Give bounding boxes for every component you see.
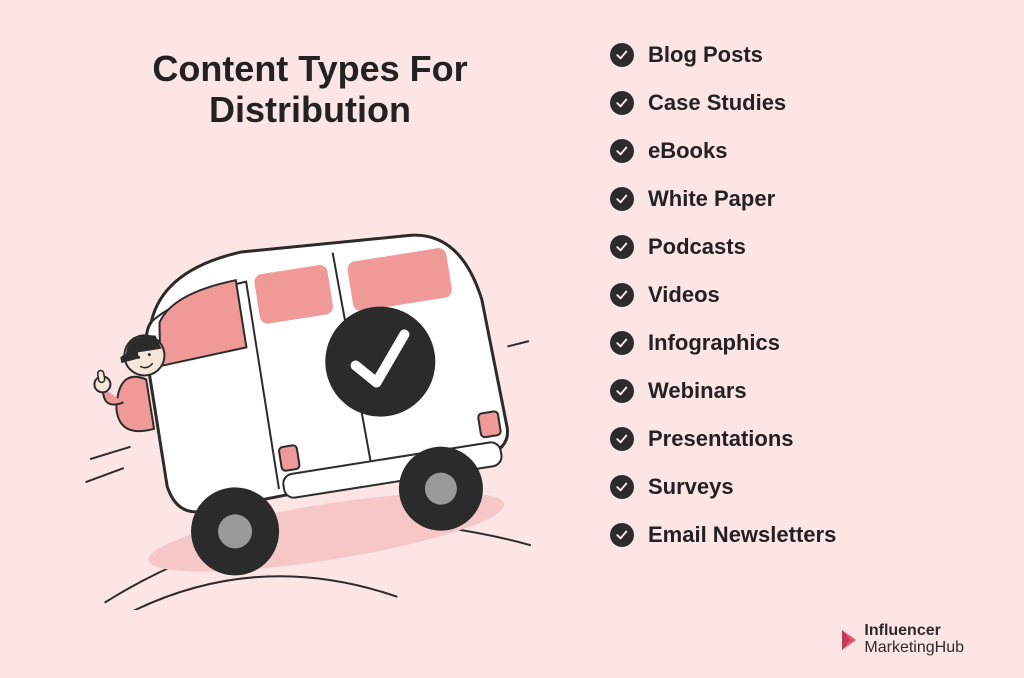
list-item: eBooks — [610, 138, 836, 164]
checkmark-icon — [610, 235, 634, 259]
list-item: Surveys — [610, 474, 836, 500]
list-item: White Paper — [610, 186, 836, 212]
list-item-label: Presentations — [648, 426, 794, 452]
checkmark-icon — [610, 139, 634, 163]
checkmark-icon — [610, 283, 634, 307]
content-types-list: Blog Posts Case Studies eBooks White Paper P… — [610, 42, 836, 548]
logo-line-2: MarketingHub — [864, 640, 964, 656]
list-item: Videos — [610, 282, 836, 308]
list-item-label: eBooks — [648, 138, 727, 164]
list-item: Infographics — [610, 330, 836, 356]
list-item-label: White Paper — [648, 186, 775, 212]
title-line-2: Distribution — [209, 89, 411, 130]
van-illustration — [60, 180, 540, 610]
checkmark-icon — [610, 91, 634, 115]
list-item-label: Surveys — [648, 474, 734, 500]
logo-mark-icon — [840, 628, 860, 652]
title-line-1: Content Types For — [152, 48, 467, 89]
list-item-label: Case Studies — [648, 90, 786, 116]
checkmark-icon — [610, 523, 634, 547]
checkmark-icon — [610, 427, 634, 451]
checkmark-icon — [610, 379, 634, 403]
checkmark-icon — [610, 331, 634, 355]
list-item-label: Podcasts — [648, 234, 746, 260]
list-item: Case Studies — [610, 90, 836, 116]
logo-text: Influencer MarketingHub — [864, 623, 964, 656]
list-item-label: Email Newsletters — [648, 522, 836, 548]
logo-line-1: Influencer — [864, 623, 964, 639]
list-item-label: Videos — [648, 282, 720, 308]
list-item: Webinars — [610, 378, 836, 404]
list-item-label: Blog Posts — [648, 42, 763, 68]
list-item: Email Newsletters — [610, 522, 836, 548]
list-item-label: Webinars — [648, 378, 747, 404]
page-title: Content Types For Distribution — [100, 48, 520, 131]
checkmark-icon — [610, 187, 634, 211]
infographic-canvas: Content Types For Distribution — [0, 0, 1024, 678]
checkmark-icon — [610, 43, 634, 67]
list-item: Blog Posts — [610, 42, 836, 68]
list-item: Podcasts — [610, 234, 836, 260]
checkmark-icon — [610, 475, 634, 499]
list-item-label: Infographics — [648, 330, 780, 356]
brand-logo: Influencer MarketingHub — [840, 623, 964, 656]
list-item: Presentations — [610, 426, 836, 452]
